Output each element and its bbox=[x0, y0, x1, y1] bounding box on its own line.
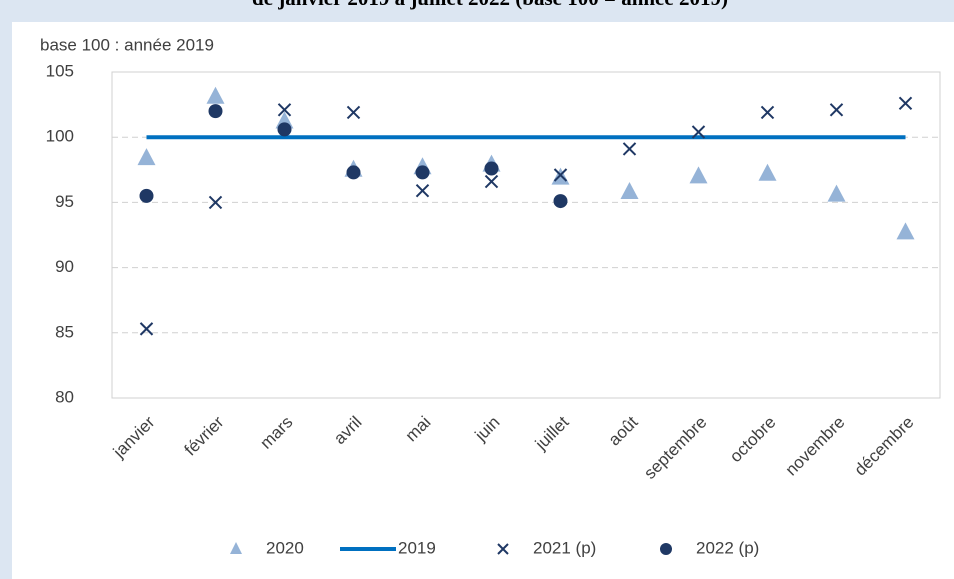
triangle-marker bbox=[827, 184, 846, 202]
x-marker bbox=[346, 105, 361, 120]
y-tick-label: 95 bbox=[55, 192, 74, 211]
x-marker bbox=[277, 103, 292, 117]
legend-x bbox=[497, 543, 509, 555]
legend-label: 2020 bbox=[266, 538, 304, 557]
y-tick-label: 80 bbox=[55, 387, 74, 406]
y-axis-label: base 100 : année 2019 bbox=[40, 35, 214, 54]
x-marker bbox=[760, 105, 775, 120]
legend-triangle bbox=[230, 542, 242, 554]
x-marker bbox=[208, 195, 223, 210]
chart-title: de janvier 2019 à juillet 2022 (base 100… bbox=[252, 0, 728, 10]
circle-marker bbox=[553, 194, 568, 209]
legend-label: 2022 (p) bbox=[696, 538, 759, 557]
x-marker bbox=[622, 142, 637, 156]
circle-marker bbox=[277, 122, 292, 137]
triangle-marker bbox=[758, 163, 777, 181]
y-tick-label: 100 bbox=[46, 127, 74, 146]
y-tick-label: 105 bbox=[46, 61, 74, 80]
chart-panel bbox=[12, 22, 954, 579]
legend-label: 2019 bbox=[398, 538, 436, 557]
x-marker bbox=[484, 174, 499, 189]
triangle-marker bbox=[206, 86, 225, 104]
x-marker bbox=[139, 322, 154, 336]
y-tick-label: 90 bbox=[55, 257, 74, 276]
circle-marker bbox=[484, 161, 499, 176]
x-marker bbox=[415, 183, 430, 198]
circle-marker bbox=[208, 104, 223, 119]
circle-marker bbox=[346, 165, 361, 180]
x-marker bbox=[553, 168, 568, 182]
triangle-marker bbox=[896, 222, 915, 240]
x-marker bbox=[691, 125, 706, 139]
y-tick-label: 85 bbox=[55, 322, 74, 341]
x-marker bbox=[898, 96, 913, 111]
triangle-marker bbox=[137, 148, 156, 166]
x-marker bbox=[829, 103, 844, 117]
triangle-marker bbox=[620, 181, 639, 199]
circle-marker bbox=[415, 165, 430, 180]
triangle-marker bbox=[689, 166, 708, 184]
legend-circle bbox=[660, 543, 672, 555]
legend-label: 2021 (p) bbox=[533, 538, 596, 557]
circle-marker bbox=[139, 188, 154, 203]
